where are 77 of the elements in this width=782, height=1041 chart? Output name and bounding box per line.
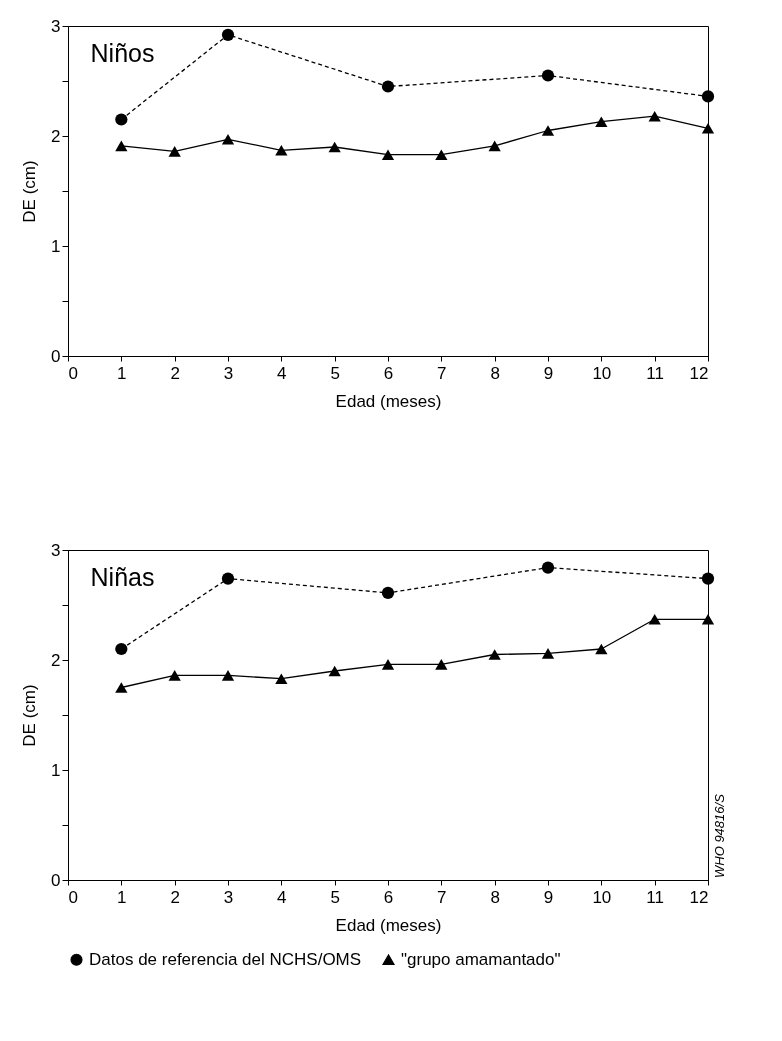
legend-label: "grupo amamantado": [401, 949, 561, 969]
point: [221, 572, 235, 585]
point: [435, 659, 448, 670]
x-tick-label: 1: [117, 363, 127, 383]
x-tick-label: 11: [646, 363, 664, 383]
x-tick-label: 6: [383, 887, 394, 907]
point: [435, 149, 448, 160]
point: [115, 113, 128, 126]
point: [595, 643, 608, 655]
text: WHO 94816/S: [712, 793, 727, 878]
y-tick-label: 3: [51, 16, 61, 36]
y-tick-label: 2: [51, 126, 61, 146]
x-tick-label: 7: [437, 887, 447, 907]
point: [275, 145, 288, 156]
x-tick-label: 10: [592, 887, 612, 907]
point: [541, 648, 555, 659]
x-tick-label: 12: [689, 887, 709, 907]
y-tick-label: 2: [51, 650, 61, 670]
x-tick-label: 8: [490, 363, 500, 383]
y-axis-title: DE (cm): [20, 160, 40, 223]
point: [701, 123, 715, 134]
point: [168, 670, 181, 681]
x-tick-label: 3: [223, 887, 234, 907]
point: [328, 665, 341, 677]
point: [648, 110, 661, 122]
x-tick-label: 12: [689, 363, 709, 383]
y-tick-label: 1: [51, 236, 61, 256]
point: [221, 134, 235, 145]
point: [701, 90, 715, 103]
x-tick-label: 9: [543, 887, 554, 907]
text: Niños: [90, 39, 155, 67]
point: [221, 670, 235, 681]
x-tick-label: 0: [68, 887, 78, 907]
x-tick-label: 5: [330, 363, 340, 383]
y-tick-label: 3: [51, 540, 61, 560]
point: [115, 682, 128, 693]
point: [381, 659, 395, 670]
point: [381, 586, 395, 600]
point: [381, 149, 395, 160]
point: [488, 649, 501, 660]
point: [595, 116, 608, 127]
x-tick-label: 2: [170, 363, 180, 383]
x-tick-label: 7: [437, 363, 447, 383]
y-tick-label: 1: [51, 760, 61, 780]
point: [115, 140, 128, 152]
point: [115, 642, 128, 656]
x-tick-label: 2: [170, 887, 180, 907]
y-axis-title: DE (cm): [20, 684, 40, 747]
y-tick-label: 0: [51, 870, 61, 890]
point: [488, 140, 501, 152]
point: [168, 146, 181, 157]
x-tick-label: 0: [68, 363, 78, 383]
x-tick-label: 4: [277, 887, 287, 907]
x-tick-label: 5: [330, 887, 340, 907]
x-axis-title: Edad (meses): [335, 915, 442, 935]
x-tick-label: 11: [646, 887, 664, 907]
x-tick-label: 1: [117, 887, 127, 907]
x-tick-label: 3: [223, 363, 234, 383]
point: [275, 673, 288, 684]
x-tick-label: 4: [277, 363, 287, 383]
point: [541, 125, 555, 136]
x-tick-label: 9: [543, 363, 554, 383]
x-tick-label: 8: [490, 887, 500, 907]
x-tick-label: 6: [383, 363, 394, 383]
x-axis-title: Edad (meses): [335, 391, 442, 411]
point: [328, 141, 341, 153]
legend-label: Datos de referencia del NCHS/OMS: [89, 949, 362, 969]
point: [701, 614, 715, 625]
text: Niñas: [90, 563, 155, 591]
y-tick-label: 0: [51, 346, 61, 366]
point: [221, 28, 235, 41]
point: [541, 69, 555, 82]
x-tick-label: 10: [592, 363, 612, 383]
point: [381, 80, 395, 93]
point: [701, 572, 715, 585]
point: [541, 561, 555, 574]
point: [648, 614, 661, 625]
